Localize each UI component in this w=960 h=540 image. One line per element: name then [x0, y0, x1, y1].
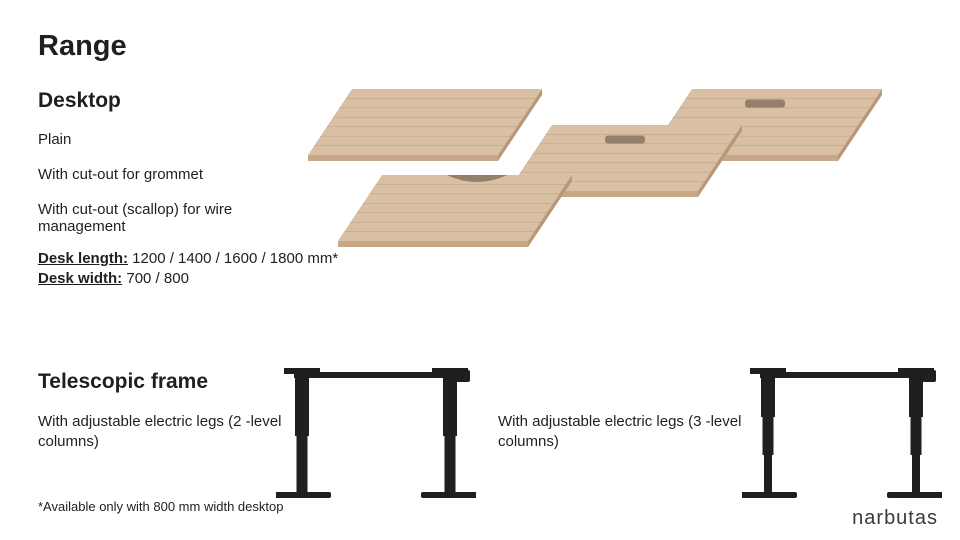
desktop-panel-3	[338, 175, 574, 249]
frame-2level-text: With adjustable electric legs (2 -level …	[38, 412, 298, 453]
brand-logo: narbutas	[852, 507, 938, 530]
desktop-images	[308, 89, 958, 259]
footnote: *Available only with 800 mm width deskto…	[38, 499, 283, 514]
page-title: Range	[38, 30, 922, 63]
length-values: 1200 / 1400 / 1600 / 1800 mm*	[128, 250, 338, 267]
desktop-section: Desktop Plain With cut-out for grommet W…	[38, 89, 922, 290]
width-values: 700 / 800	[122, 270, 189, 287]
option-scallop: With cut-out (scallop) for wire manageme…	[38, 201, 298, 235]
frame-3level-text: With adjustable electric legs (3 -level …	[498, 412, 758, 453]
width-label: Desk width:	[38, 270, 122, 287]
length-label: Desk length:	[38, 250, 128, 267]
desk-frame-2level	[276, 356, 476, 502]
desk-frame-3level	[742, 356, 942, 502]
